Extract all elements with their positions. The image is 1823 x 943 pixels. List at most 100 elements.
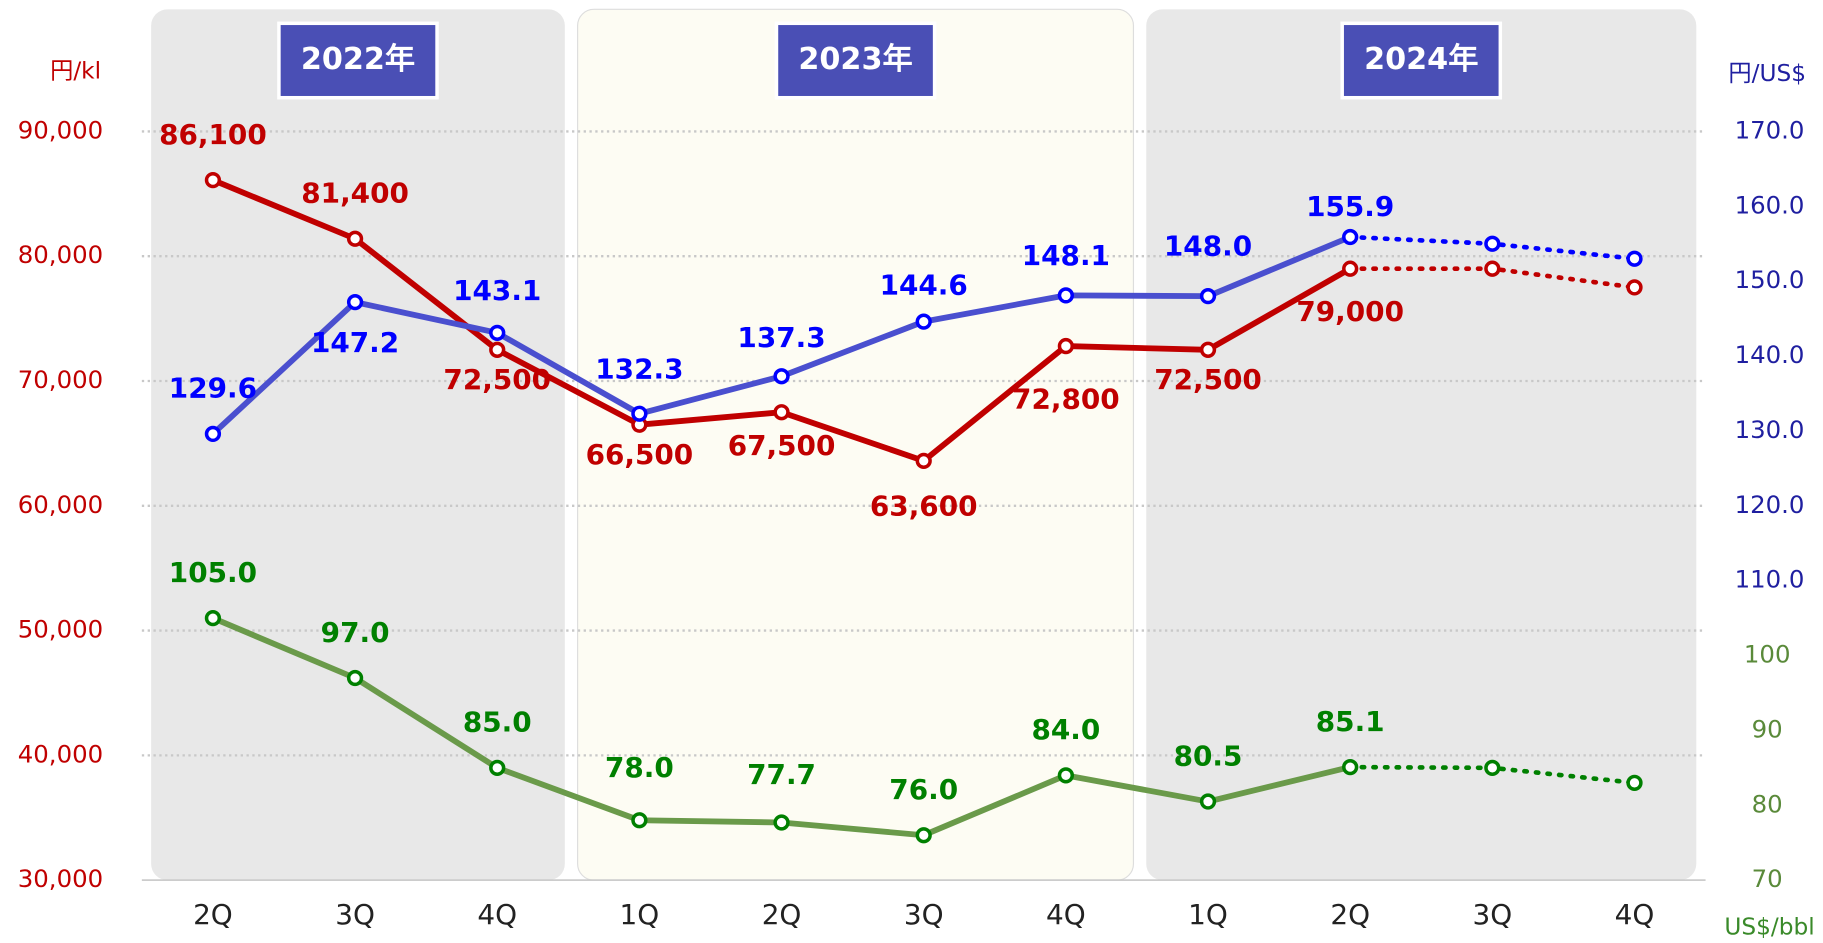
y2-tick-label: 130.0 (1735, 415, 1805, 444)
point (489, 324, 506, 341)
point (1626, 279, 1643, 296)
x-tick-label: 2Q (1330, 898, 1370, 931)
data-label: 67,500 (728, 429, 836, 462)
y3-tick-label: 80 (1752, 789, 1783, 818)
point (1484, 260, 1501, 277)
point (204, 171, 222, 189)
point (1199, 288, 1217, 305)
x-tick-label: 2Q (762, 898, 802, 931)
x-tick-label: 1Q (620, 898, 660, 931)
y-axis-label: 円/kl (50, 58, 101, 85)
y-tick-label: 60,000 (18, 490, 103, 519)
data-label: 105.0 (169, 556, 257, 589)
data-label: 147.2 (311, 326, 399, 359)
y-tick-label: 50,000 (18, 615, 103, 644)
year-label: 2024年 (1364, 42, 1478, 77)
data-label: 155.9 (1306, 190, 1394, 223)
x-tick-label: 4Q (477, 898, 517, 931)
point (1342, 260, 1359, 277)
data-label: 72,800 (1012, 383, 1120, 416)
y2-tick-label: 150.0 (1735, 265, 1805, 294)
data-label: 76.0 (889, 773, 958, 806)
point (1342, 758, 1359, 776)
y-tick-label: 30,000 (18, 864, 103, 893)
point (1342, 228, 1359, 246)
y-tick-label: 80,000 (18, 240, 103, 269)
year-panel (1146, 9, 1697, 881)
y3-tick-label: 70 (1752, 864, 1783, 893)
point (346, 230, 364, 247)
y2-axis-label: 円/US$ (1728, 60, 1806, 87)
x-tick-label: 1Q (1188, 898, 1228, 931)
y-tick-label: 40,000 (18, 739, 103, 768)
data-label: 144.6 (880, 269, 968, 302)
year-box (774, 21, 937, 100)
data-label: 72,500 (1154, 363, 1262, 396)
y3-tick-label: 90 (1752, 714, 1783, 743)
point (773, 404, 790, 421)
point (1057, 337, 1075, 355)
point (346, 669, 364, 687)
data-label: 97.0 (321, 616, 390, 649)
y2-tick-label: 110.0 (1735, 565, 1805, 594)
data-label: 81,400 (301, 177, 409, 210)
data-label: 72,500 (443, 363, 551, 396)
year-label: 2023年 (798, 42, 912, 77)
y2-tick-label: 140.0 (1735, 340, 1805, 369)
point (915, 313, 932, 330)
y-tick-label: 70,000 (18, 365, 103, 394)
x-tick-label: 4Q (1046, 898, 1086, 931)
data-label: 129.6 (169, 372, 257, 405)
year-box (1340, 21, 1503, 100)
point (1484, 235, 1501, 252)
data-label: 78.0 (605, 751, 674, 784)
point (1626, 774, 1643, 791)
data-label: 79,000 (1296, 295, 1404, 328)
y-tick-label: 90,000 (18, 115, 103, 144)
data-label: 66,500 (586, 438, 694, 471)
x-tick-label: 3Q (335, 898, 375, 931)
point (1057, 287, 1075, 304)
point (346, 294, 364, 311)
x-tick-label: 2Q (193, 898, 233, 931)
x-tick-label: 3Q (904, 898, 944, 931)
data-label: 148.1 (1022, 239, 1110, 272)
point (1199, 341, 1217, 358)
data-label: 77.7 (747, 758, 816, 791)
data-label: 63,600 (870, 489, 978, 522)
data-label: 84.0 (1031, 713, 1100, 746)
point (915, 452, 932, 470)
point (1199, 793, 1217, 810)
data-label: 137.3 (737, 321, 825, 354)
point (1484, 759, 1501, 776)
y2-tick-label: 170.0 (1735, 115, 1805, 144)
y2-tick-label: 160.0 (1735, 190, 1805, 219)
point (631, 405, 648, 422)
point (773, 814, 790, 831)
data-label: 148.0 (1164, 229, 1252, 262)
point (631, 812, 648, 829)
year-box (277, 21, 439, 100)
y2-tick-label: 120.0 (1735, 490, 1805, 519)
x-tick-label: 4Q (1615, 898, 1655, 931)
data-label: 143.1 (453, 274, 541, 307)
x-tick-label: 3Q (1472, 898, 1512, 931)
y3-tick-label: 100 (1744, 640, 1791, 669)
data-label: 80.5 (1174, 739, 1243, 772)
point (1626, 250, 1643, 267)
point (489, 341, 506, 358)
year-panel (151, 9, 565, 881)
year-label: 2022年 (301, 42, 415, 77)
data-label: 85.1 (1316, 705, 1385, 738)
point (489, 759, 506, 776)
data-label: 86,100 (159, 118, 267, 151)
point (915, 827, 932, 844)
point (204, 609, 222, 627)
data-label: 85.0 (463, 706, 532, 739)
data-label: 132.3 (595, 353, 683, 386)
point (204, 425, 222, 443)
point (773, 368, 790, 385)
point (1057, 767, 1075, 784)
y3-axis-label: US$/bbl (1724, 913, 1814, 940)
